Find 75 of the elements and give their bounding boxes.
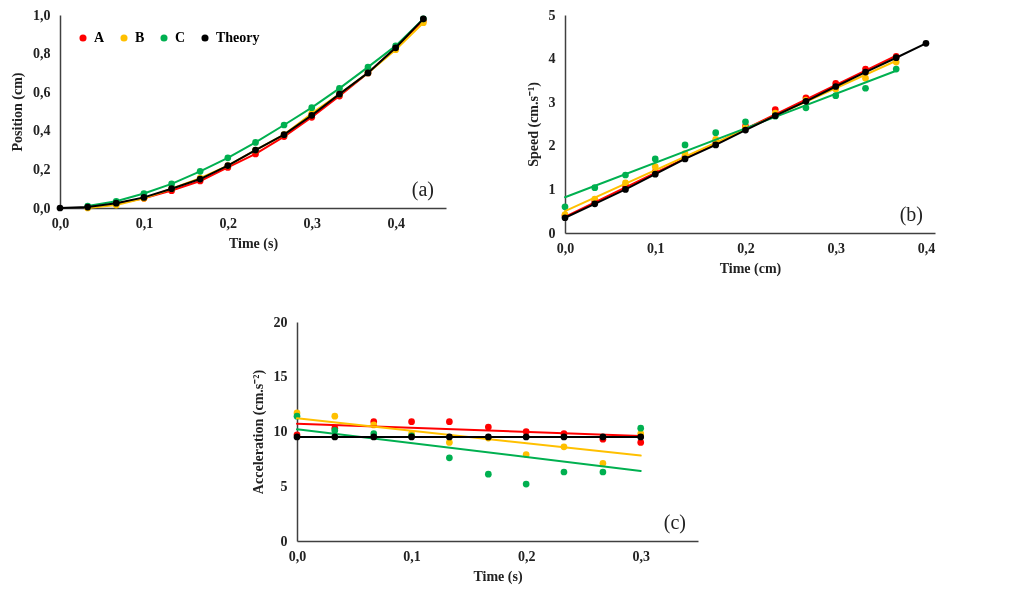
x-tick-label: 0,2 — [517, 548, 536, 564]
x-tick-label: 0,3 — [303, 215, 321, 231]
point — [196, 167, 204, 175]
y-tick-label: 1,0 — [33, 7, 51, 23]
y-tick-label: 0 — [280, 533, 288, 549]
point — [446, 433, 453, 441]
x-axis-title: Time (s) — [228, 235, 279, 252]
point — [561, 203, 569, 211]
y-tick-label: 0,2 — [33, 161, 51, 177]
point — [56, 204, 64, 212]
x-axis-title: Time (cm) — [719, 260, 782, 277]
point — [331, 433, 339, 441]
point — [224, 154, 232, 162]
point — [522, 480, 530, 488]
y-axis-title: Acceleration (cm.s⁻²) — [250, 369, 267, 495]
point — [484, 470, 492, 478]
point — [408, 418, 415, 425]
y-tick-label: 5 — [548, 7, 556, 23]
y-tick-label: 5 — [280, 478, 288, 494]
point — [712, 141, 720, 149]
y-axis-title: Position (cm) — [10, 72, 26, 152]
y-tick-label: 0 — [548, 225, 556, 241]
point — [862, 74, 869, 82]
y-tick-label: 20 — [273, 314, 288, 330]
x-tick-label: 0,3 — [632, 548, 650, 564]
y-tick-label: 15 — [273, 369, 288, 385]
point — [599, 468, 607, 476]
y-tick-label: 2 — [548, 138, 556, 154]
x-tick-label: 0,1 — [135, 215, 154, 231]
point — [637, 439, 645, 446]
x-tick-label: 0,1 — [403, 548, 421, 564]
y-tick-label: 10 — [273, 424, 288, 439]
x-tick-label: 0,4 — [917, 240, 936, 256]
x-tick-label: 0,2 — [737, 240, 755, 256]
legend-label: B — [135, 30, 145, 45]
point — [280, 121, 288, 129]
legend-label: Theory — [216, 30, 260, 45]
y-axis-title: Speed (cm.s⁻¹) — [525, 81, 542, 167]
x-tick-label: 0,1 — [646, 240, 665, 256]
point — [308, 104, 316, 111]
point — [712, 129, 720, 137]
point — [742, 118, 749, 126]
point — [252, 139, 259, 146]
point — [622, 186, 629, 193]
x-tick-label: 0,3 — [827, 240, 845, 256]
point — [446, 418, 453, 425]
legend-label: C — [175, 30, 186, 45]
point — [446, 454, 453, 462]
y-tick-label: 0,6 — [33, 84, 51, 100]
x-axis-title: Time (s) — [473, 568, 523, 585]
annotation: (a) — [411, 178, 434, 201]
y-tick-label: 1 — [548, 181, 556, 197]
point — [681, 141, 689, 149]
point — [446, 439, 453, 446]
x-tick-label: 0,0 — [51, 215, 70, 231]
point — [637, 424, 645, 432]
y-tick-label: 4 — [548, 51, 556, 67]
point — [651, 155, 659, 163]
point — [862, 84, 869, 92]
point — [560, 468, 568, 476]
y-tick-label: 0,4 — [33, 123, 51, 139]
point — [336, 84, 343, 92]
point — [484, 423, 492, 431]
annotation: (b) — [899, 203, 923, 226]
point — [922, 39, 930, 47]
x-tick-label: 0,2 — [219, 215, 238, 231]
point — [522, 433, 530, 441]
x-tick-label: 0,4 — [387, 215, 405, 231]
y-tick-label: 0,0 — [33, 200, 51, 216]
point — [364, 63, 372, 71]
point — [331, 412, 339, 420]
legend-label: A — [94, 30, 105, 45]
y-tick-label: 0,8 — [33, 46, 51, 62]
y-tick-label: 3 — [548, 94, 556, 110]
annotation: (c) — [663, 511, 686, 534]
